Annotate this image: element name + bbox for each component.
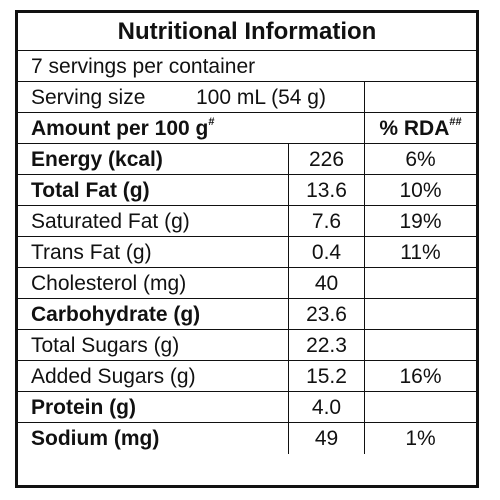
nutrient-row: Sodium (mg) 49 1%	[18, 423, 476, 454]
servings-row: 7 servings per container	[18, 51, 476, 82]
nutrient-name: Sodium (mg)	[31, 427, 160, 450]
nutrient-row: Total Fat (g) 13.6 10%	[18, 175, 476, 206]
nutrient-row: Saturated Fat (g) 7.6 19%	[18, 206, 476, 237]
serving-size-cell: Serving size 100 mL (54 g)	[18, 82, 364, 112]
nutrient-name: Trans Fat (g)	[31, 241, 152, 264]
serving-size-rda-cell	[364, 82, 476, 112]
servings-per-container: 7 servings per container	[31, 55, 256, 78]
amount-header-mark: #	[208, 116, 215, 128]
rda-header: % RDA##	[364, 113, 476, 143]
nutrient-row: Cholesterol (mg) 40	[18, 268, 476, 299]
nutrient-name: Saturated Fat (g)	[31, 210, 190, 233]
nutrient-row: Energy (kcal) 226 6%	[18, 144, 476, 175]
serving-size-label: Serving size	[31, 86, 146, 109]
nutrient-rda: 11%	[364, 237, 476, 267]
nutrient-rda: 1%	[364, 423, 476, 454]
nutrient-value: 49	[288, 423, 364, 454]
nutrient-row: Total Sugars (g) 22.3	[18, 330, 476, 361]
serving-size-amount: 100 mL (54 g)	[196, 86, 326, 109]
nutrient-value: 40	[288, 268, 364, 298]
nutrient-value: 0.4	[288, 237, 364, 267]
nutrient-value: 7.6	[288, 206, 364, 236]
label-title: Nutritional Information	[18, 13, 476, 51]
nutrient-value: 23.6	[288, 299, 364, 329]
nutrient-value: 226	[288, 144, 364, 174]
header-row: Amount per 100 g# % RDA##	[18, 113, 476, 144]
nutrient-name: Added Sugars (g)	[31, 365, 196, 388]
nutrient-name: Protein (g)	[31, 396, 136, 419]
nutrient-rda: 19%	[364, 206, 476, 236]
nutrient-rda: 10%	[364, 175, 476, 205]
nutrient-value: 13.6	[288, 175, 364, 205]
amount-header: Amount per 100 g#	[18, 113, 364, 143]
nutrition-label: Nutritional Information 7 servings per c…	[15, 10, 479, 488]
nutrient-name: Energy (kcal)	[31, 148, 163, 171]
nutrient-row: Protein (g) 4.0	[18, 392, 476, 423]
nutrient-name: Total Sugars (g)	[31, 334, 180, 357]
serving-size-row: Serving size 100 mL (54 g)	[18, 82, 476, 113]
nutrient-name: Cholesterol (mg)	[31, 272, 187, 295]
rda-header-mark: ##	[449, 116, 462, 128]
rda-header-label: % RDA	[379, 117, 450, 140]
nutrient-row: Trans Fat (g) 0.4 11%	[18, 237, 476, 268]
nutrient-value: 22.3	[288, 330, 364, 360]
nutrient-value: 15.2	[288, 361, 364, 391]
amount-header-label: Amount per 100 g	[31, 117, 209, 140]
nutrient-name: Total Fat (g)	[31, 179, 150, 202]
nutrient-row: Carbohydrate (g) 23.6	[18, 299, 476, 330]
nutrient-rda	[364, 330, 476, 360]
nutrient-value: 4.0	[288, 392, 364, 422]
nutrient-rda	[364, 299, 476, 329]
nutrient-rda	[364, 268, 476, 298]
nutrient-rda: 16%	[364, 361, 476, 391]
nutrient-name: Carbohydrate (g)	[31, 303, 201, 326]
nutrient-rda	[364, 392, 476, 422]
nutrient-row: Added Sugars (g) 15.2 16%	[18, 361, 476, 392]
nutrient-rda: 6%	[364, 144, 476, 174]
